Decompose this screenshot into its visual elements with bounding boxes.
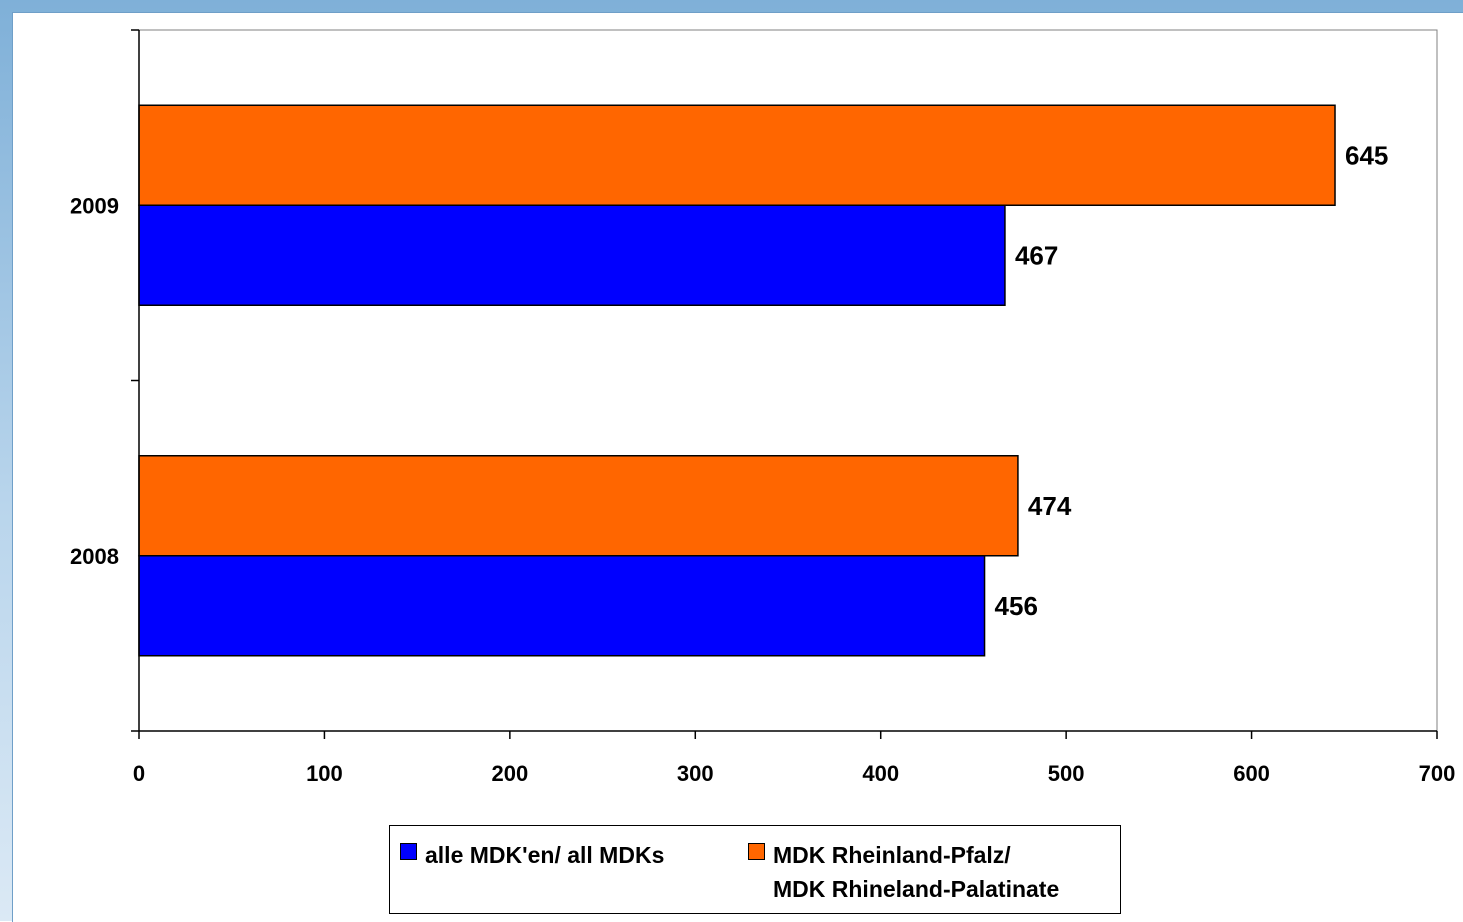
data-label-2009-series-2: 645 bbox=[1345, 140, 1388, 170]
legend: alle MDK'en/ all MDKs MDK Rheinland-Pfal… bbox=[389, 825, 1121, 914]
data-labels: 474 456 645 467 bbox=[995, 140, 1389, 621]
data-label-2008-series-2: 474 bbox=[1028, 491, 1072, 521]
data-label-2009-series-1: 467 bbox=[1015, 240, 1058, 270]
x-tick-label-400: 400 bbox=[862, 761, 899, 786]
bar-2008-series-2 bbox=[138, 455, 1019, 557]
x-tick-label-500: 500 bbox=[1048, 761, 1085, 786]
x-tick-label-100: 100 bbox=[306, 761, 343, 786]
legend-item-mdk-rlp: MDK Rheinland-Pfalz/ MDK Rhineland-Palat… bbox=[748, 838, 1059, 906]
data-label-2008-series-1: 456 bbox=[995, 591, 1038, 621]
y-tick-label-2009: 2009 bbox=[70, 193, 119, 218]
legend-label-all-mdks: alle MDK'en/ all MDKs bbox=[425, 842, 665, 868]
bar-2008-series-1 bbox=[138, 555, 986, 657]
bar-2009-series-1 bbox=[138, 204, 1006, 306]
bar-2009-series-2 bbox=[138, 104, 1336, 206]
x-tick-label-0: 0 bbox=[133, 761, 145, 786]
legend-swatch-blue bbox=[400, 843, 417, 860]
legend-label-mdk-rlp: MDK Rheinland-Pfalz/ MDK Rhineland-Palat… bbox=[773, 838, 1059, 906]
x-tick-label-300: 300 bbox=[677, 761, 714, 786]
x-tick-label-200: 200 bbox=[491, 761, 528, 786]
y-tick-label-2008: 2008 bbox=[70, 544, 119, 569]
legend-label-line-2: MDK Rhineland-Palatinate bbox=[773, 876, 1060, 902]
axes: 2008 2009 0 100 200 300 400 500 600 700 bbox=[70, 29, 1456, 786]
legend-item-all-mdks: alle MDK'en/ all MDKs bbox=[400, 838, 664, 872]
x-tick-label-700: 700 bbox=[1419, 761, 1456, 786]
legend-label-line-1: MDK Rheinland-Pfalz/ bbox=[773, 842, 1011, 868]
x-tick-label-600: 600 bbox=[1233, 761, 1270, 786]
legend-swatch-orange bbox=[748, 843, 765, 860]
